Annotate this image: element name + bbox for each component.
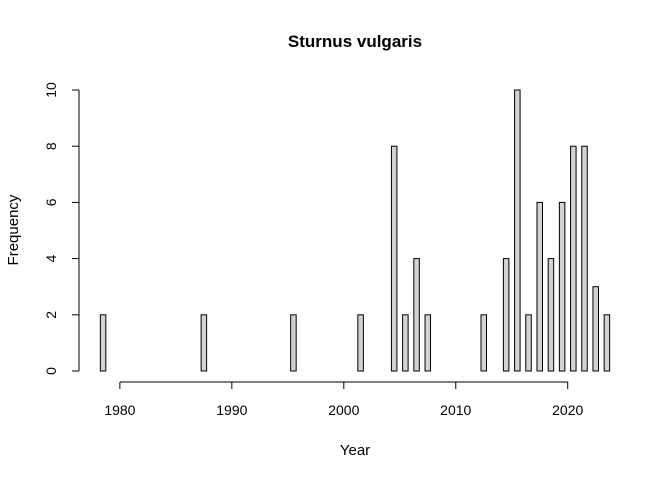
bar-2005 <box>402 314 409 372</box>
y-tick-label-0: 0 <box>43 367 59 375</box>
bar-2020 <box>570 145 577 372</box>
y-axis-label: Frequency <box>5 194 22 265</box>
bar-2018 <box>547 258 555 372</box>
x-axis: 1980 1990 2000 2010 2020 <box>104 381 583 418</box>
y-tick-label-10: 10 <box>43 82 59 98</box>
y-tick-label-8: 8 <box>43 142 59 150</box>
x-tick-label-1980: 1980 <box>104 402 135 418</box>
y-tick-label-2: 2 <box>43 311 59 319</box>
x-tick-label-2020: 2020 <box>552 402 583 418</box>
y-tick-label-6: 6 <box>43 198 59 206</box>
bar-2015 <box>514 89 521 372</box>
bars-group <box>99 89 611 372</box>
chart-title: Sturnus vulgaris <box>288 32 422 51</box>
bar-1978 <box>99 314 107 372</box>
bar-2007 <box>424 314 432 372</box>
x-tick-label-2010: 2010 <box>440 402 471 418</box>
bar-1987 <box>200 314 208 372</box>
bar-2004 <box>390 145 398 372</box>
bar-2016 <box>525 314 532 372</box>
x-tick-label-2000: 2000 <box>328 402 359 418</box>
bar-2006 <box>413 258 420 372</box>
bar-2012 <box>480 314 487 372</box>
y-axis: 0 2 4 6 8 10 <box>43 82 80 375</box>
bar-2023 <box>603 314 611 372</box>
x-tick-label-1990: 1990 <box>216 402 247 418</box>
y-tick-label-4: 4 <box>43 254 59 262</box>
bar-2019 <box>558 201 566 372</box>
bar-2001 <box>357 314 364 372</box>
x-axis-label: Year <box>340 442 370 459</box>
bar-2022 <box>592 286 599 372</box>
bar-2014 <box>502 258 510 372</box>
bar-2021 <box>581 145 588 372</box>
bar-2017 <box>536 201 543 372</box>
bar-1995 <box>290 314 297 372</box>
